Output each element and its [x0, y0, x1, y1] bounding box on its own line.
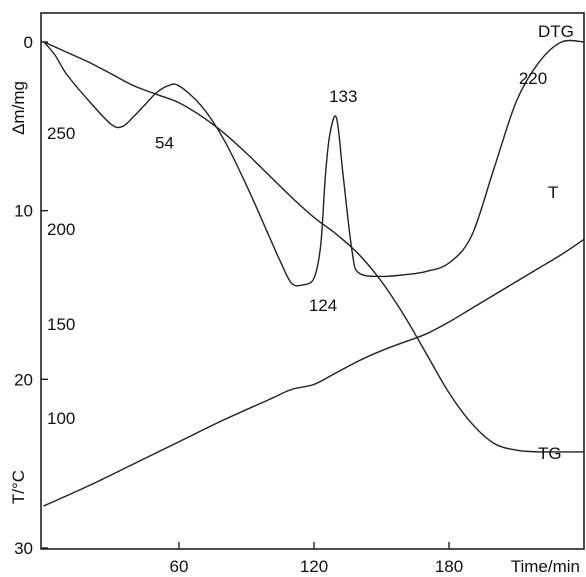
series-tg-line: [43, 41, 585, 453]
labels: 0 10 20 30 60 120 180 250 200 150 100 Δm/mg T/°C Time…: [9, 22, 580, 576]
temperature-axis-label: T/°C: [9, 470, 28, 504]
x-tick-label: 180: [435, 557, 463, 576]
y-tick-label: 20: [14, 370, 33, 389]
temperature-tick-label: 200: [47, 220, 75, 239]
temperature-tick-label: 100: [47, 409, 75, 428]
peak-annotation: 220: [519, 69, 547, 88]
peak-annotation: 54: [155, 134, 174, 153]
series-t-label: T: [548, 183, 558, 202]
y-tick-label: 10: [14, 202, 33, 221]
x-tick-label: 120: [300, 557, 328, 576]
x-tick-label: 60: [170, 557, 189, 576]
series-t-line: [43, 238, 585, 507]
plot-frame: [40, 12, 585, 550]
peak-annotation: 124: [309, 296, 337, 315]
y-axis-label: Δm/mg: [9, 81, 28, 135]
temperature-tick-label: 250: [47, 124, 75, 143]
x-axis-label: Time/min: [511, 557, 580, 576]
series-tg-label: TG: [538, 444, 562, 463]
y-tick-label: 0: [24, 33, 33, 52]
curves: [43, 39, 585, 507]
axis-ticks: [41, 41, 450, 549]
series-dtg-label: DTG: [538, 22, 574, 41]
y-tick-label: 30: [14, 539, 33, 558]
series-dtg-line: [43, 39, 585, 287]
peak-annotation: 133: [329, 87, 357, 106]
temperature-tick-label: 150: [47, 315, 75, 334]
